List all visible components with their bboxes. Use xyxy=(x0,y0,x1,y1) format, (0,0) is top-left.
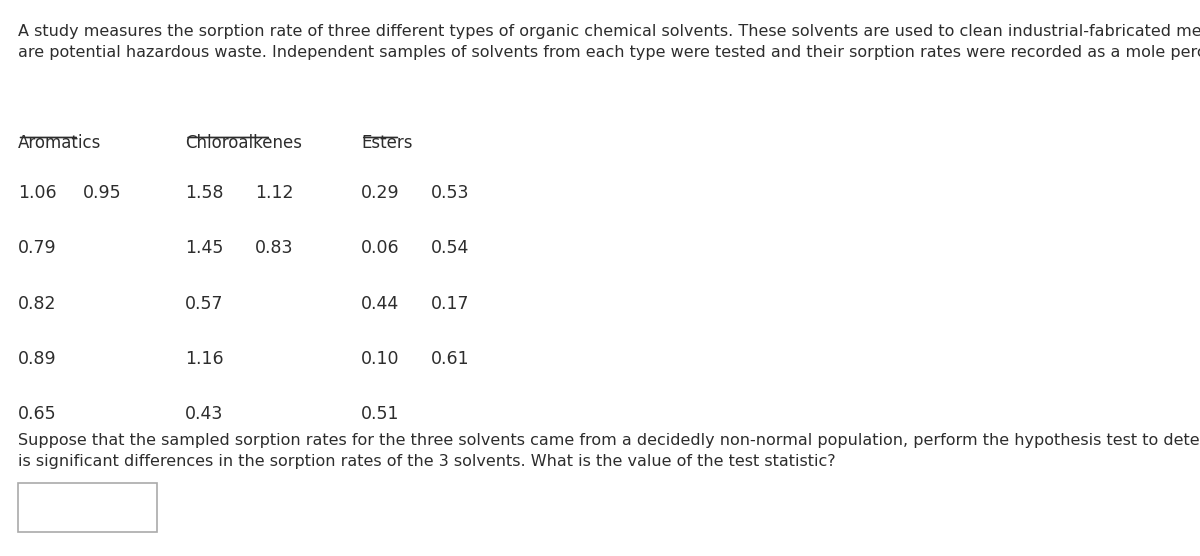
Text: 0.06: 0.06 xyxy=(361,239,400,257)
Text: 0.29: 0.29 xyxy=(361,184,400,202)
Text: 0.83: 0.83 xyxy=(254,239,293,257)
Text: 0.61: 0.61 xyxy=(431,350,469,368)
Text: 1.45: 1.45 xyxy=(185,239,223,257)
Text: 0.53: 0.53 xyxy=(431,184,469,202)
Text: 0.79: 0.79 xyxy=(18,239,56,257)
Text: 1.12: 1.12 xyxy=(254,184,293,202)
FancyBboxPatch shape xyxy=(18,483,157,533)
Text: Aromatics: Aromatics xyxy=(18,134,101,152)
Text: 1.58: 1.58 xyxy=(185,184,223,202)
Text: 0.82: 0.82 xyxy=(18,295,56,312)
Text: 1.16: 1.16 xyxy=(185,350,224,368)
Text: 1.06: 1.06 xyxy=(18,184,56,202)
Text: 0.95: 0.95 xyxy=(83,184,121,202)
Text: 0.44: 0.44 xyxy=(361,295,400,312)
Text: A study measures the sorption rate of three different types of organic chemical : A study measures the sorption rate of th… xyxy=(18,23,1200,59)
Text: Chloroalkenes: Chloroalkenes xyxy=(185,134,302,152)
Text: 0.54: 0.54 xyxy=(431,239,469,257)
Text: 0.57: 0.57 xyxy=(185,295,223,312)
Text: 0.89: 0.89 xyxy=(18,350,56,368)
Text: 0.51: 0.51 xyxy=(361,405,400,423)
Text: 0.43: 0.43 xyxy=(185,405,223,423)
Text: Suppose that the sampled sorption rates for the three solvents came from a decid: Suppose that the sampled sorption rates … xyxy=(18,433,1200,469)
Text: 0.17: 0.17 xyxy=(431,295,469,312)
Text: Esters: Esters xyxy=(361,134,413,152)
Text: 0.65: 0.65 xyxy=(18,405,56,423)
Text: 0.10: 0.10 xyxy=(361,350,400,368)
